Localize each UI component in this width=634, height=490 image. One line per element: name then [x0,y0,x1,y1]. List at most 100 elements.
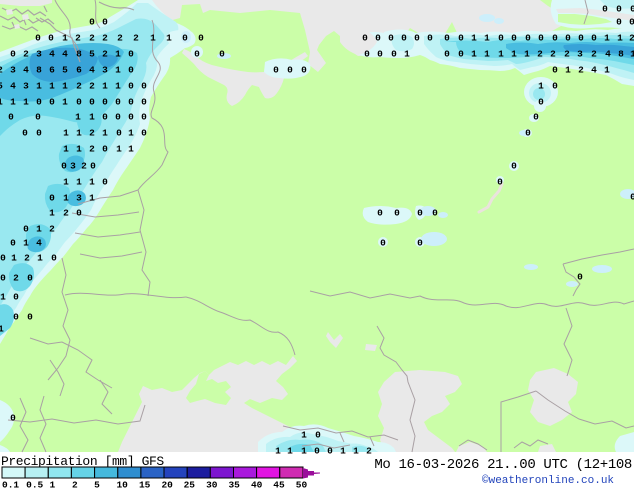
svg-text:2: 2 [89,128,95,139]
svg-text:0: 0 [128,97,134,108]
svg-text:1: 1 [63,193,69,204]
svg-text:0: 0 [102,144,108,155]
svg-text:2: 2 [102,49,108,60]
svg-text:0: 0 [602,4,608,15]
svg-text:0: 0 [35,112,41,123]
svg-text:0: 0 [552,81,558,92]
svg-text:1: 1 [37,253,43,264]
svg-text:0: 0 [273,65,279,76]
svg-text:0: 0 [533,112,539,123]
svg-text:0: 0 [552,65,558,76]
svg-text:0: 0 [414,33,420,44]
svg-text:1: 1 [275,446,281,457]
svg-text:0: 0 [301,65,307,76]
svg-text:1: 1 [538,81,544,92]
svg-text:10: 10 [116,480,128,490]
svg-text:1: 1 [128,128,134,139]
svg-text:1: 1 [49,208,55,219]
svg-text:2: 2 [117,33,123,44]
svg-text:1: 1 [89,193,95,204]
svg-text:15: 15 [139,480,151,490]
svg-text:0: 0 [552,33,558,44]
svg-text:1: 1 [23,238,29,249]
svg-text:1: 1 [604,65,610,76]
svg-text:1: 1 [128,144,134,155]
svg-text:1: 1 [63,177,69,188]
svg-text:6: 6 [49,65,55,76]
svg-text:0: 0 [128,65,134,76]
svg-text:0: 0 [458,49,464,60]
svg-text:0: 0 [315,430,321,441]
svg-text:0: 0 [115,97,121,108]
svg-text:1: 1 [89,177,95,188]
svg-text:0: 0 [27,312,33,323]
svg-text:2: 2 [629,33,634,44]
svg-text:2: 2 [0,65,3,76]
svg-text:1: 1 [0,324,4,335]
svg-text:4: 4 [605,49,611,60]
svg-text:50: 50 [296,480,308,490]
svg-text:0: 0 [198,33,204,44]
svg-text:0: 0 [182,33,188,44]
svg-text:0: 0 [90,161,96,172]
svg-text:1: 1 [630,49,634,60]
svg-text:2: 2 [75,33,81,44]
svg-text:0.1: 0.1 [2,480,19,490]
svg-text:2: 2 [537,49,543,60]
svg-text:2: 2 [89,81,95,92]
svg-text:0: 0 [115,112,121,123]
svg-text:6: 6 [76,65,82,76]
svg-text:35: 35 [228,480,240,490]
svg-text:2: 2 [63,208,69,219]
svg-text:8: 8 [618,49,624,60]
svg-text:4: 4 [23,65,29,76]
svg-text:0: 0 [565,33,571,44]
svg-text:4: 4 [62,49,68,60]
svg-text:0: 0 [458,33,464,44]
svg-text:0: 0 [362,33,368,44]
svg-text:1: 1 [76,177,82,188]
svg-text:2: 2 [550,49,556,60]
svg-text:0: 0 [577,272,583,283]
svg-text:2: 2 [72,480,78,490]
svg-text:1: 1 [301,430,307,441]
svg-text:0: 0 [219,49,225,60]
svg-text:3: 3 [577,49,583,60]
svg-text:1: 1 [353,446,359,457]
svg-text:0: 0 [61,161,67,172]
svg-text:1: 1 [76,144,82,155]
svg-text:4: 4 [89,65,95,76]
svg-text:0: 0 [525,33,531,44]
svg-text:5: 5 [0,81,3,92]
svg-text:8: 8 [76,49,82,60]
svg-text:1: 1 [75,112,81,123]
svg-text:2: 2 [23,49,29,60]
svg-text:3: 3 [23,81,29,92]
svg-text:0: 0 [511,161,517,172]
svg-text:0: 0 [49,193,55,204]
svg-text:0: 0 [616,17,622,28]
svg-text:0: 0 [630,192,634,203]
svg-text:0: 0 [377,208,383,219]
svg-text:0: 0 [388,33,394,44]
svg-text:1: 1 [287,446,293,457]
svg-text:1: 1 [36,224,42,235]
svg-text:1: 1 [115,81,121,92]
svg-text:0: 0 [432,208,438,219]
svg-text:1: 1 [11,253,17,264]
svg-text:2: 2 [76,81,82,92]
svg-text:0: 0 [287,65,293,76]
svg-text:2: 2 [102,33,108,44]
svg-text:1: 1 [115,49,121,60]
svg-text:0: 0 [36,128,42,139]
svg-text:1: 1 [102,81,108,92]
svg-text:0: 0 [141,81,147,92]
svg-text:5: 5 [89,49,95,60]
svg-text:2: 2 [13,273,19,284]
svg-text:0: 0 [128,81,134,92]
svg-text:45: 45 [273,480,285,490]
svg-text:1: 1 [62,97,68,108]
svg-text:1: 1 [89,112,95,123]
svg-text:0: 0 [102,177,108,188]
svg-text:0: 0 [35,33,41,44]
